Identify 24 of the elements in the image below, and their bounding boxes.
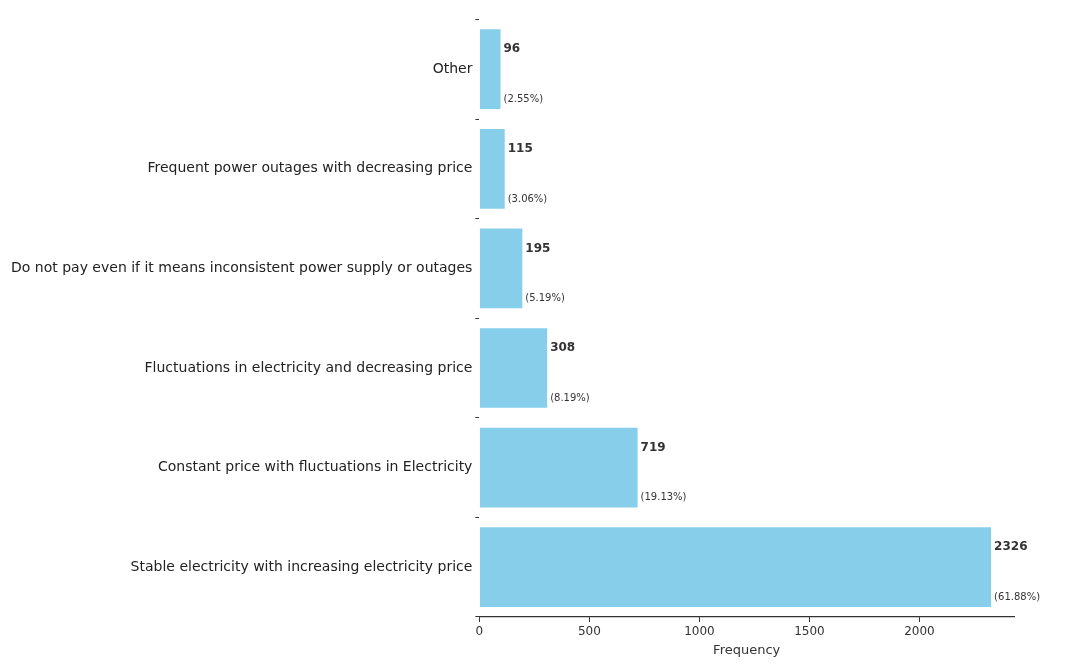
bar: [479, 29, 501, 110]
y-tick-label: Frequent power outages with decreasing price: [147, 159, 473, 176]
text: 96 (2.55%): [503, 41, 544, 105]
x-axis-title: Frequency: [713, 641, 781, 657]
text: 719 (19.13%): [640, 439, 687, 503]
y-tick-label: Constant price with fluctuations in Electricity: [157, 458, 473, 475]
x-tick-label: 2000: [904, 624, 935, 639]
y-tick-label: Other: [432, 59, 473, 76]
x-tick-label: 1500: [794, 624, 825, 639]
x-tick-label: 1000: [684, 624, 715, 639]
bar: [479, 527, 992, 608]
y-tick-label: Fluctuations in electricity and decreasing price: [144, 358, 473, 375]
bar: [479, 228, 523, 309]
bar: [479, 328, 548, 408]
text: 2326 (61.88%): [994, 539, 1041, 603]
text: 195 (5.19%): [525, 240, 565, 304]
x-tick-label: 500: [577, 624, 601, 639]
text: 308 (8.19%): [550, 340, 590, 403]
bar: [479, 128, 505, 209]
y-tick-label: Stable electricity with increasing electricity price: [130, 557, 473, 574]
bar: [479, 427, 638, 508]
text: 115 (3.06%): [507, 141, 548, 204]
x-tick-label: 0: [475, 624, 484, 639]
y-tick-label: Do not pay even if it means inconsistent power supply or outages: [11, 259, 473, 276]
